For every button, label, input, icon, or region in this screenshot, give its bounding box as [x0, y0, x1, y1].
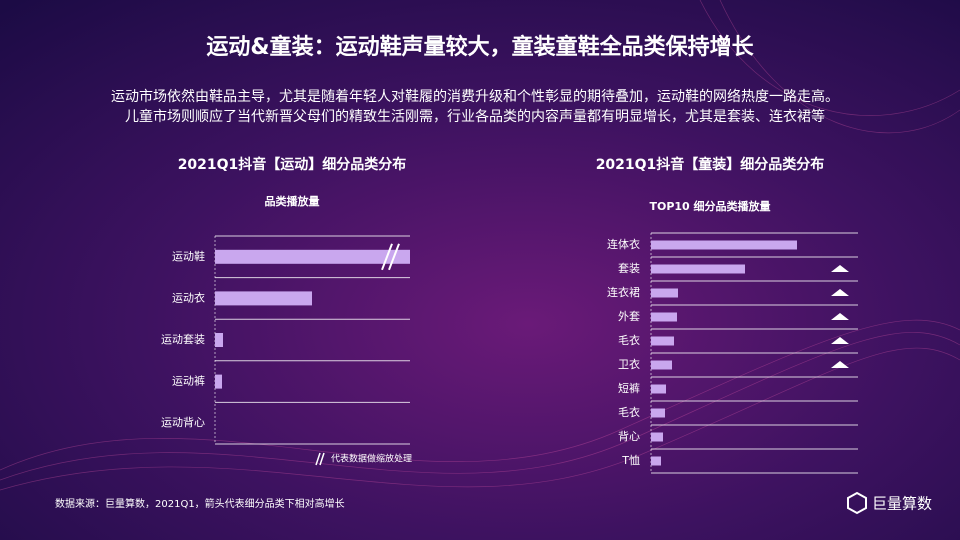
- bar: [651, 432, 663, 442]
- category-label: 毛衣: [618, 405, 640, 419]
- growth-arrow: [831, 289, 849, 296]
- category-label: 运动背心: [161, 415, 205, 429]
- chart-title: 2021Q1抖音【运动】细分品类分布: [178, 156, 407, 173]
- category-label: 卫衣: [618, 357, 640, 371]
- break-legend: [315, 452, 325, 466]
- bar: [651, 456, 661, 466]
- category-label: 运动鞋: [172, 249, 205, 263]
- bar: [651, 264, 745, 274]
- decor-waves: [0, 0, 960, 491]
- growth-arrow: [831, 361, 849, 368]
- category-label: 毛衣: [618, 333, 640, 347]
- growth-arrow: [831, 265, 849, 272]
- bar: [651, 384, 666, 394]
- bar: [651, 288, 678, 298]
- slide-title: 运动&童装：运动鞋声量较大，童装童鞋全品类保持增长: [206, 34, 754, 60]
- bar: [651, 360, 672, 370]
- bar: [651, 408, 665, 418]
- category-label: 运动裤: [172, 374, 205, 388]
- category-label: 短裤: [618, 381, 640, 395]
- bar: [215, 333, 223, 347]
- note: 代表数据做缩放处理: [331, 453, 412, 465]
- chart-title: 2021Q1抖音【童装】细分品类分布: [596, 156, 825, 173]
- category-label: T恤: [621, 454, 640, 467]
- paragraph-line: 儿童市场则顺应了当代新晋父母们的精致生活刚需，行业各品类的内容声量都有明显增长，…: [125, 108, 825, 125]
- category-label: 套装: [618, 262, 640, 275]
- logo-text: 巨量算数: [872, 495, 932, 513]
- paragraph-line: 运动市场依然由鞋品主导，尤其是随着年轻人对鞋履的消费升级和个性彰显的期待叠加，运…: [111, 88, 839, 105]
- source-note: 数据来源：巨量算数，2021Q1，箭头代表细分品类下相对高增长: [55, 497, 345, 510]
- category-label: 运动套装: [161, 333, 205, 346]
- bar: [651, 312, 677, 322]
- break-mark: [381, 243, 400, 271]
- category-label: 连衣裙: [607, 285, 640, 299]
- chart-subtitle: TOP10 细分品类播放量: [649, 199, 770, 213]
- logo-icon: [847, 491, 867, 515]
- growth-arrow: [831, 337, 849, 344]
- category-label: 背心: [618, 429, 640, 443]
- bar: [651, 240, 797, 250]
- bar: [215, 374, 222, 389]
- logo: 巨量算数: [847, 491, 932, 515]
- category-label: 连体衣: [607, 237, 640, 251]
- bar: [215, 291, 312, 306]
- growth-arrow: [831, 313, 849, 320]
- category-label: 运动衣: [172, 290, 205, 304]
- category-label: 外套: [618, 310, 640, 323]
- bar: [651, 336, 674, 346]
- chart-subtitle: 品类播放量: [265, 194, 320, 208]
- bar: [215, 249, 410, 264]
